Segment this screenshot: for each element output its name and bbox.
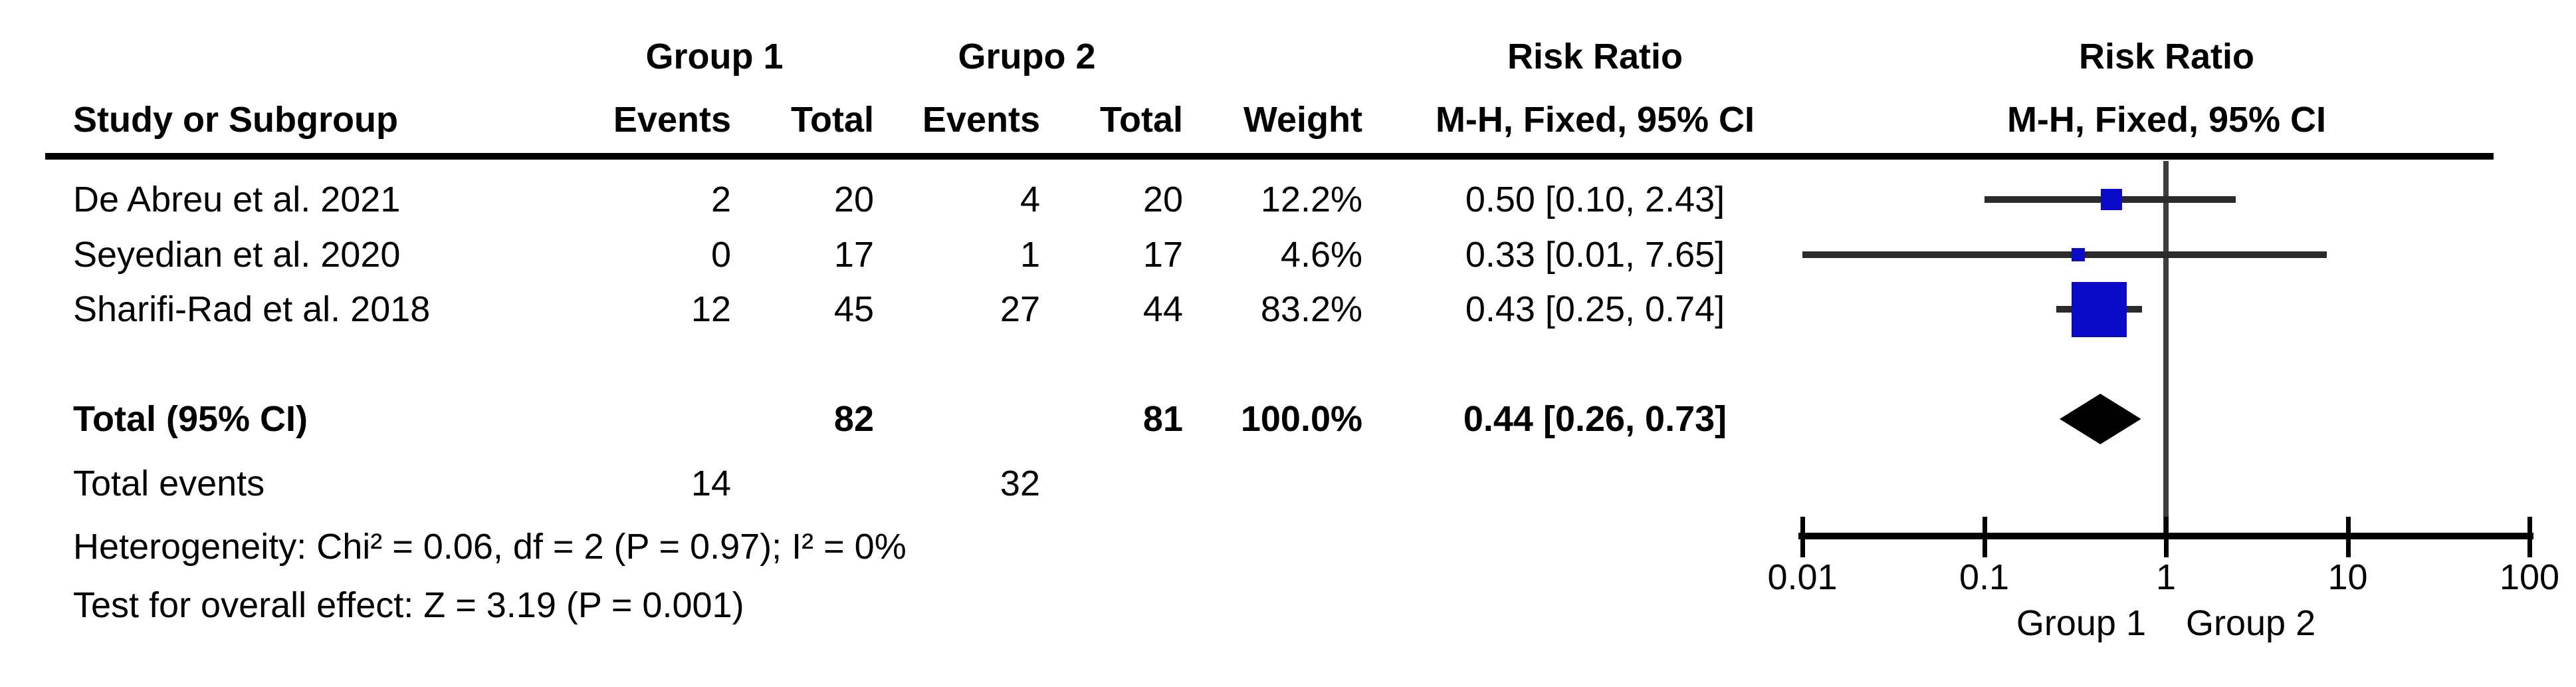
g2-total: 44 xyxy=(1142,289,1183,329)
x-axis-tick-label: 1 xyxy=(2155,557,2177,597)
total-rr-ci-value: 0.44 [0.26, 0.73] xyxy=(1463,399,1727,439)
pooled-effect-diamond xyxy=(2059,394,2141,444)
table-row-study-1: De Abreu et al. 2021 2 20 4 20 12.2% 0.5… xyxy=(0,178,2576,221)
x-axis-tick xyxy=(2164,517,2169,557)
study-name: De Abreu et al. 2021 xyxy=(73,180,401,219)
total-weight-value: 100.0% xyxy=(1240,399,1362,439)
g2-events-column-header: Events xyxy=(922,100,1040,140)
study-name: Sharifi-Rad et al. 2018 xyxy=(73,289,431,329)
total-events-g2: 32 xyxy=(1000,464,1040,503)
table-row-study-2: Seyedian et al. 2020 0 17 1 17 4.6% 0.33… xyxy=(0,233,2576,276)
g2-events: 1 xyxy=(1020,235,1040,275)
weight-square-marker xyxy=(2100,189,2122,210)
x-axis-tick xyxy=(2345,517,2351,557)
risk-ratio-text-header: Risk Ratio xyxy=(1507,37,1683,76)
favours-left-label: Group 1 xyxy=(2016,603,2146,643)
weight-value: 12.2% xyxy=(1260,180,1362,219)
weight-square-marker xyxy=(2072,281,2127,337)
total-g1-total: 82 xyxy=(833,399,874,439)
header-group-row: Group 1 Grupo 2 Risk Ratio Risk Ratio xyxy=(0,35,2576,78)
g2-events: 4 xyxy=(1020,180,1040,219)
table-row-study-3: Sharifi-Rad et al. 2018 12 45 27 44 83.2… xyxy=(0,288,2576,331)
g1-events: 2 xyxy=(710,180,731,219)
total-events-g1: 14 xyxy=(691,464,731,503)
g1-total-column-header: Total xyxy=(791,100,874,140)
g2-total-column-header: Total xyxy=(1100,100,1183,140)
risk-ratio-plot-header: Risk Ratio xyxy=(2078,37,2255,76)
g1-events-column-header: Events xyxy=(613,100,731,140)
weight-square-marker xyxy=(2072,248,2086,261)
weight-column-header: Weight xyxy=(1243,100,1362,140)
x-axis-tick-label: 0.01 xyxy=(1767,557,1838,597)
x-axis-tick xyxy=(1982,517,1987,557)
overall-effect-text: Test for overall effect: Z = 3.19 (P = 0… xyxy=(73,585,744,625)
study-column-header: Study or Subgroup xyxy=(73,100,398,140)
heterogeneity-text: Heterogeneity: Chi² = 0.06, df = 2 (P = … xyxy=(73,527,907,567)
study-name: Seyedian et al. 2020 xyxy=(73,235,401,275)
g1-total: 20 xyxy=(833,180,874,219)
g2-total: 17 xyxy=(1142,235,1183,275)
g2-total: 20 xyxy=(1142,180,1183,219)
header-column-row: Study or Subgroup Events Total Events To… xyxy=(0,98,2576,141)
x-axis-tick-label: 10 xyxy=(2327,557,2368,597)
x-axis-tick-label: 0.1 xyxy=(1959,557,2010,597)
mh-plot-column-header: M-H, Fixed, 95% CI xyxy=(2006,100,2327,140)
group2-header: Grupo 2 xyxy=(958,37,1096,76)
g1-events: 12 xyxy=(691,289,731,329)
mh-text-column-header: M-H, Fixed, 95% CI xyxy=(1435,100,1755,140)
x-axis-tick-label: 100 xyxy=(2499,557,2560,597)
g1-total: 45 xyxy=(833,289,874,329)
total-events-label: Total events xyxy=(73,464,265,503)
table-row-total-events: Total events 14 32 xyxy=(0,462,2576,505)
total-label: Total (95% CI) xyxy=(73,399,308,439)
rr-ci-value: 0.43 [0.25, 0.74] xyxy=(1465,289,1725,329)
table-row-total: Total (95% CI) 82 81 100.0% 0.44 [0.26, … xyxy=(0,398,2576,440)
rr-ci-value: 0.33 [0.01, 7.65] xyxy=(1465,235,1725,275)
favours-right-label: Group 2 xyxy=(2186,603,2316,643)
weight-value: 83.2% xyxy=(1260,289,1362,329)
rr-ci-value: 0.50 [0.10, 2.43] xyxy=(1465,180,1725,219)
total-g2-total: 81 xyxy=(1142,399,1183,439)
g2-events: 27 xyxy=(1000,289,1040,329)
overall-effect-row: Test for overall effect: Z = 3.19 (P = 0… xyxy=(0,584,2576,626)
g1-total: 17 xyxy=(833,235,874,275)
x-axis-tick xyxy=(1800,517,1805,557)
heterogeneity-row: Heterogeneity: Chi² = 0.06, df = 2 (P = … xyxy=(0,525,2576,568)
ci-line xyxy=(1802,251,2327,258)
weight-value: 4.6% xyxy=(1280,235,1362,275)
x-axis-tick xyxy=(2527,517,2532,557)
group1-header: Group 1 xyxy=(645,37,784,76)
g1-events: 0 xyxy=(710,235,731,275)
null-effect-line xyxy=(2163,161,2169,536)
header-divider-rule xyxy=(45,153,2494,160)
